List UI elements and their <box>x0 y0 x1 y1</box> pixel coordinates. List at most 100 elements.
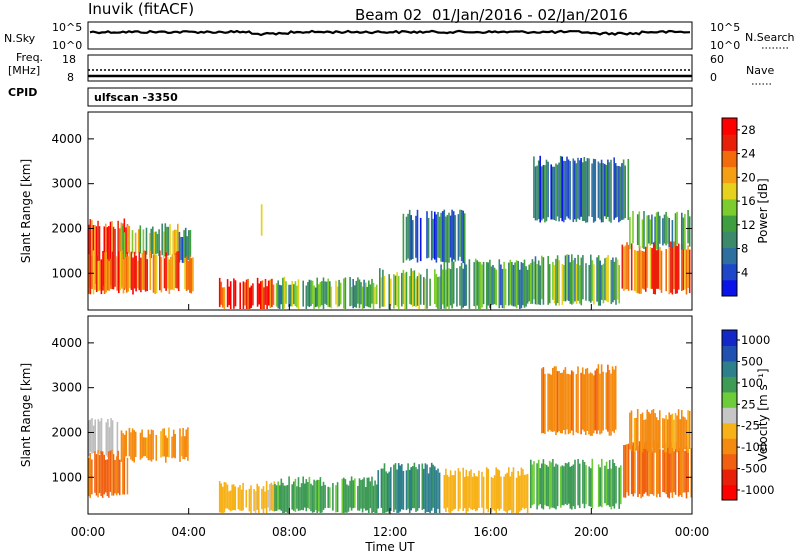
velocity-cell <box>114 460 116 494</box>
velocity-cell <box>187 427 189 461</box>
power-cell <box>514 262 516 307</box>
velocity-colorbar-label: Velocity [m s⁻¹] <box>756 368 770 461</box>
power-cell <box>127 225 129 253</box>
velocity-cell <box>497 469 499 509</box>
power-cell <box>223 287 226 309</box>
velocity-cell <box>679 419 681 453</box>
power-cell <box>646 242 649 288</box>
power-cell <box>192 257 194 292</box>
velocity-cell <box>336 482 339 512</box>
velocity-cell <box>108 451 110 498</box>
power-cell <box>581 162 584 221</box>
velocity-cell <box>388 471 390 513</box>
velocity-cell <box>179 428 181 462</box>
velocity-colorbar-swatch <box>722 330 737 346</box>
velocity-cell <box>449 470 452 513</box>
velocity-cell <box>671 413 674 448</box>
velocity-cell <box>548 460 551 510</box>
power-cell <box>663 214 666 244</box>
power-colorbar-swatch <box>722 134 737 151</box>
power-cell <box>519 269 521 309</box>
power-cell <box>375 284 378 305</box>
velocity-cell <box>570 370 573 431</box>
power-cell <box>612 257 614 303</box>
power-cell <box>545 159 548 222</box>
velocity-cell <box>100 418 103 457</box>
velocity-cell <box>350 476 353 511</box>
power-cell <box>534 256 537 305</box>
power-colorbar-label: Power [dB] <box>756 178 770 243</box>
velocity-cell <box>446 474 449 508</box>
velocity-colorbar-swatch <box>722 438 737 455</box>
velocity-cell <box>553 366 556 432</box>
power-cell <box>448 212 450 263</box>
power-cell <box>97 220 99 284</box>
velocity-cell <box>264 491 266 509</box>
power-cell <box>481 264 483 308</box>
velocity-cell <box>123 450 126 495</box>
velocity-cell <box>640 414 642 453</box>
velocity-cell <box>577 459 579 506</box>
power-cell <box>264 279 267 305</box>
velocity-cell <box>614 365 617 430</box>
power-cell <box>156 233 159 254</box>
power-cell <box>465 264 468 306</box>
velocity-cell <box>275 485 278 511</box>
velocity-cell <box>324 484 326 509</box>
power-cell <box>278 284 281 309</box>
cpid-value: ulfscan -3350 <box>94 91 178 104</box>
power-cell <box>319 282 322 307</box>
power-cell <box>352 279 354 309</box>
power-cell <box>181 237 184 263</box>
power-cell <box>416 276 419 306</box>
power-cell <box>98 226 101 284</box>
velocity-cell <box>321 485 323 513</box>
power-cell <box>145 227 148 255</box>
power-cell <box>572 260 575 304</box>
velocity-cell <box>144 437 146 457</box>
power-cell <box>158 229 160 257</box>
power-cell <box>537 160 540 220</box>
velocity-cell <box>648 451 650 497</box>
freq-unit: [MHz] <box>8 64 40 77</box>
velocity-cell <box>670 449 672 493</box>
velocity-cell <box>533 461 535 505</box>
velocity-cell <box>638 441 641 495</box>
power-cell <box>125 253 128 293</box>
power-cell <box>258 283 260 305</box>
velocity-cell <box>651 410 653 453</box>
power-cell <box>454 215 457 262</box>
power-cell <box>446 215 449 263</box>
power-cell <box>120 226 123 256</box>
power-cell <box>95 255 98 293</box>
velocity-cell <box>415 467 417 512</box>
power-colorbar-tick-label: 4 <box>741 265 748 279</box>
beam-label: Beam 02 <box>355 6 422 24</box>
power-cell <box>339 282 342 305</box>
power-cell <box>371 278 373 304</box>
velocity-cell <box>311 485 314 513</box>
power-cell <box>509 259 512 305</box>
velocity-cell <box>591 458 594 509</box>
velocity-cell <box>115 456 118 496</box>
power-cell <box>652 242 655 294</box>
power-cell <box>426 211 428 259</box>
power-cell <box>618 166 620 223</box>
power-cell <box>676 245 678 294</box>
power-cell <box>136 260 139 289</box>
power-cell <box>638 211 641 249</box>
velocity-cell <box>566 373 568 430</box>
power-cell <box>160 257 163 293</box>
velocity-cell <box>316 479 318 513</box>
power-cell <box>410 215 412 260</box>
power-cell <box>168 259 171 294</box>
velocity-cell <box>610 468 613 510</box>
power-cell <box>178 231 181 263</box>
power-cell <box>528 264 530 302</box>
power-cell <box>97 260 100 291</box>
power-cell <box>173 255 175 291</box>
power-cell <box>648 215 650 244</box>
velocity-cell <box>662 449 664 492</box>
power-cell <box>452 261 455 304</box>
velocity-cell <box>146 437 148 458</box>
